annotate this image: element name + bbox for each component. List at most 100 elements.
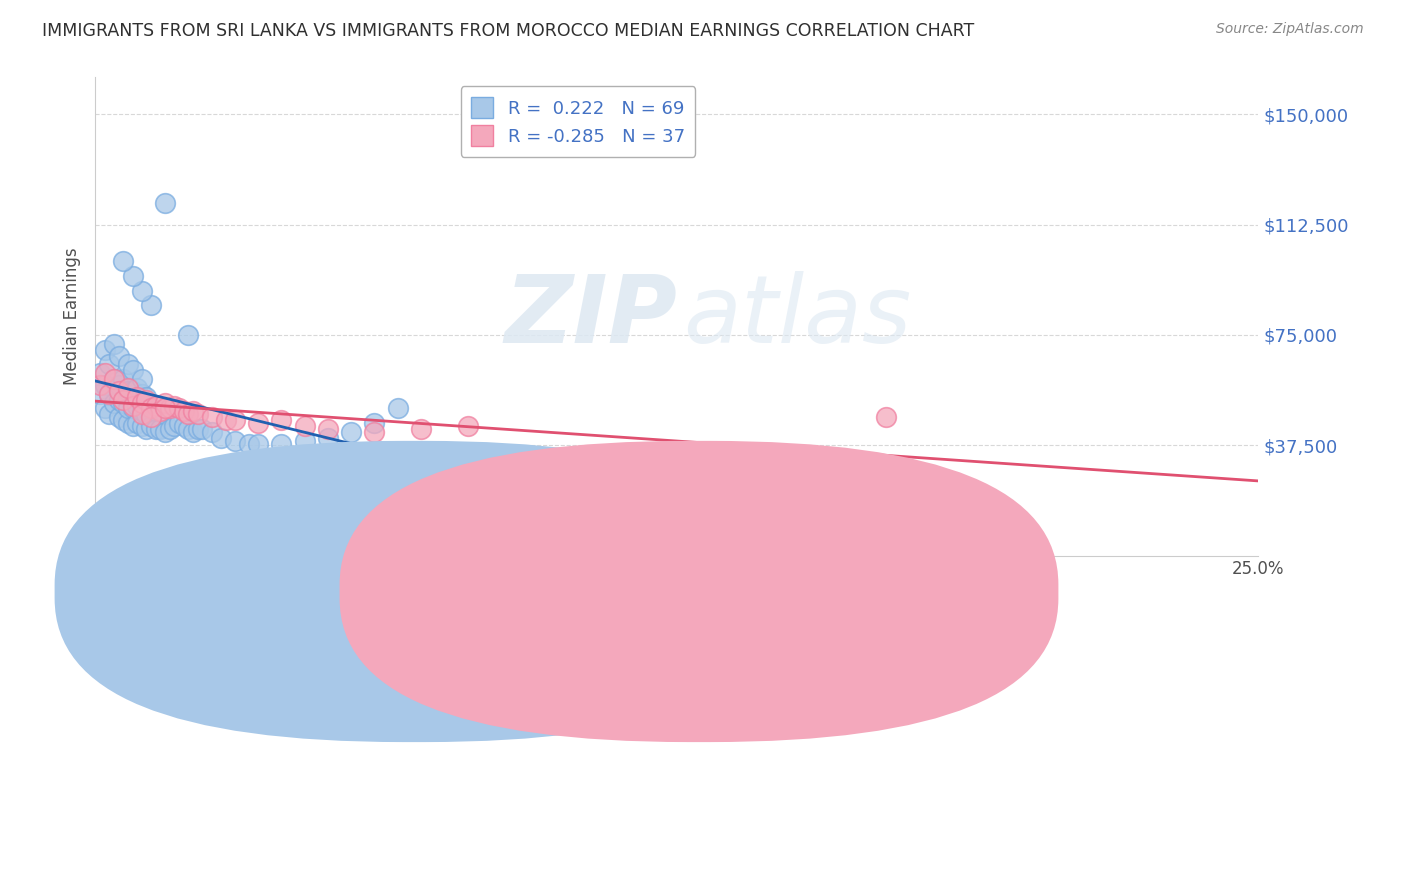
Point (121, 419, 143, 434)
Point (363, 425, 385, 439)
Point (141, 410, 163, 425)
Point (177, 327, 200, 342)
Point (103, 395, 125, 409)
Point (177, 422, 200, 436)
Point (121, 268, 143, 283)
Point (121, 399, 143, 413)
Point (127, 381, 149, 395)
Point (89, 366, 111, 380)
Point (131, 419, 153, 434)
Point (191, 422, 214, 436)
Point (127, 416, 149, 430)
Point (209, 431, 232, 445)
Point (163, 419, 186, 434)
Point (247, 437, 270, 451)
Point (214, 413, 236, 427)
Point (117, 416, 139, 430)
Point (107, 410, 129, 425)
Point (127, 390, 149, 404)
Point (112, 395, 135, 409)
Text: atlas: atlas (683, 271, 911, 362)
Point (89, 378, 111, 392)
Y-axis label: Median Earnings: Median Earnings (63, 248, 82, 385)
Point (141, 401, 163, 416)
Point (117, 381, 139, 395)
Point (112, 254, 135, 268)
Point (153, 195, 176, 210)
Point (173, 419, 195, 434)
Point (117, 384, 139, 398)
Point (112, 372, 135, 386)
Point (107, 349, 129, 363)
Point (167, 401, 190, 416)
Point (107, 378, 129, 392)
Point (135, 422, 157, 436)
Point (181, 425, 204, 439)
Point (112, 392, 135, 407)
Point (141, 298, 163, 312)
Point (131, 408, 153, 422)
Point (159, 401, 181, 416)
Point (103, 372, 125, 386)
Point (149, 404, 172, 418)
Point (98, 386, 121, 401)
Point (117, 357, 139, 371)
Point (131, 284, 153, 298)
Point (121, 384, 143, 398)
Point (141, 401, 163, 416)
Point (145, 422, 167, 436)
Point (149, 422, 172, 436)
Point (149, 404, 172, 418)
Text: Source: ZipAtlas.com: Source: ZipAtlas.com (1216, 22, 1364, 37)
Point (387, 401, 409, 416)
Point (131, 386, 153, 401)
Point (117, 401, 139, 416)
Text: Immigrants from Sri Lanka: Immigrants from Sri Lanka (404, 580, 624, 598)
Point (735, 458, 758, 472)
Point (181, 404, 204, 418)
Point (131, 404, 153, 418)
Point (294, 434, 316, 448)
Point (177, 408, 200, 422)
Point (270, 413, 292, 427)
Point (167, 416, 190, 430)
Point (173, 404, 195, 418)
Point (93, 401, 115, 416)
Point (89, 386, 111, 401)
Point (112, 413, 135, 427)
Point (247, 416, 270, 430)
Point (163, 399, 186, 413)
Point (409, 422, 432, 436)
Point (363, 416, 385, 430)
Point (153, 408, 176, 422)
Point (145, 404, 167, 418)
Point (294, 419, 316, 434)
Point (98, 386, 121, 401)
Point (224, 434, 246, 448)
Text: Immigrants from Morocco: Immigrants from Morocco (710, 580, 924, 598)
Point (121, 401, 143, 416)
Point (93, 366, 115, 380)
Point (131, 372, 153, 386)
Point (135, 390, 157, 404)
FancyBboxPatch shape (55, 441, 773, 742)
Point (103, 372, 125, 386)
Point (316, 422, 339, 436)
FancyBboxPatch shape (340, 441, 1059, 742)
Point (224, 413, 246, 427)
Text: IMMIGRANTS FROM SRI LANKA VS IMMIGRANTS FROM MOROCCO MEDIAN EARNINGS CORRELATION: IMMIGRANTS FROM SRI LANKA VS IMMIGRANTS … (42, 22, 974, 40)
Point (159, 422, 181, 436)
Point (127, 399, 149, 413)
Text: ZIP: ZIP (503, 270, 676, 362)
Point (153, 425, 176, 439)
Point (131, 395, 153, 409)
Point (121, 363, 143, 377)
Point (135, 408, 157, 422)
Point (135, 392, 157, 407)
Point (153, 395, 176, 409)
Point (340, 425, 363, 439)
Point (270, 437, 292, 451)
Point (107, 384, 129, 398)
Point (103, 336, 125, 351)
Point (93, 343, 115, 357)
